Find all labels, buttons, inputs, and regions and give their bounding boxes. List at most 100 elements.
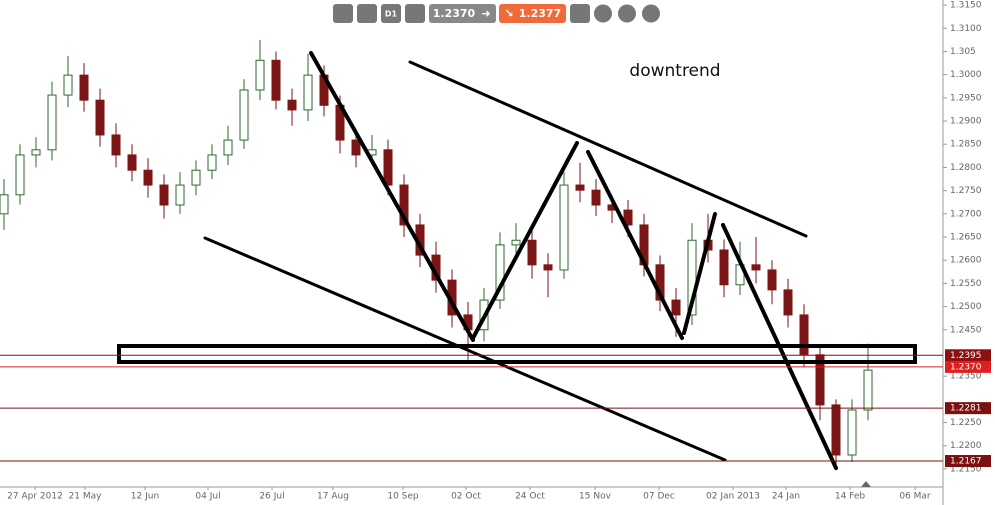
x-tick-label: 04 Jul (195, 492, 220, 502)
x-tick-label: 12 Jun (131, 492, 159, 502)
candle-body (351, 139, 361, 156)
x-tick-label: 15 Nov (579, 492, 612, 502)
candle-body (863, 369, 873, 411)
candle-body (15, 154, 25, 196)
chart-type-button[interactable] (405, 4, 425, 23)
candle-body (527, 239, 537, 266)
candle-body (111, 134, 121, 156)
price-tag-label: 1.2370 (950, 362, 982, 372)
y-tick-label: 1.3000 (950, 70, 982, 80)
y-tick-label: 1.2350 (950, 372, 982, 382)
y-tick-label: 1.2550 (950, 279, 982, 289)
candle-body (399, 184, 409, 226)
toolbar: D1 1.2370 ➜ ↘ 1.2377 (333, 4, 660, 23)
candle-body (799, 314, 809, 356)
y-tick-label: 1.2750 (950, 186, 982, 196)
candle-body (543, 264, 553, 271)
candle-body (287, 99, 297, 111)
scroll-marker (861, 481, 871, 487)
y-tick-label: 1.2900 (950, 117, 982, 127)
y-tick-label: 1.3150 (950, 1, 982, 11)
trend-line (586, 150, 684, 340)
candle-body (79, 74, 89, 101)
candle-body (847, 409, 857, 456)
candle-body (223, 139, 233, 156)
candle-body (47, 94, 57, 151)
x-tick-label: 14 Feb (835, 492, 866, 502)
candle-body (0, 194, 9, 215)
settings-button[interactable] (357, 4, 377, 23)
price-tag (945, 455, 991, 468)
candle-body (559, 184, 569, 271)
x-tick-label: 24 Jan (772, 492, 800, 502)
x-tick-label: 07 Dec (643, 492, 675, 502)
x-tick-label: 02 Oct (451, 492, 481, 502)
candle-body (31, 149, 41, 156)
candle-body (127, 154, 137, 171)
support-zone (117, 344, 917, 364)
y-tick-label: 1.2850 (950, 140, 982, 150)
y-tick-label: 1.2500 (950, 302, 982, 312)
price-tag (945, 360, 991, 373)
x-tick-label: 21 May (69, 492, 103, 502)
x-tick-label: 24 Oct (515, 492, 545, 502)
candle-body (783, 289, 793, 316)
trend-line (471, 141, 579, 340)
sell-button[interactable] (429, 4, 496, 23)
x-tick-label: 17 Aug (317, 492, 349, 502)
price-tag-label: 1.2167 (950, 457, 982, 467)
timeframe-button[interactable] (381, 4, 401, 23)
y-tick-label: 1.2450 (950, 325, 982, 335)
y-tick-label: 1.2600 (950, 256, 982, 266)
zoom-button[interactable] (333, 4, 353, 23)
candle-body (687, 239, 697, 316)
candle-body (143, 169, 153, 186)
candle-body (175, 184, 185, 206)
x-tick-label: 02 Jan 2013 (706, 492, 760, 502)
trend-line (682, 212, 717, 335)
y-tick-label: 1.2700 (950, 209, 982, 219)
candle-body (495, 244, 505, 301)
candle-body (95, 99, 105, 136)
candle-body (383, 149, 393, 186)
share-button[interactable] (618, 4, 636, 23)
price-tag-label: 1.2281 (950, 404, 982, 414)
drawings (117, 51, 917, 470)
trend-line (309, 51, 475, 342)
x-tick-label: 06 Mar (899, 492, 931, 502)
price-tag (945, 402, 991, 415)
facebook-button[interactable] (594, 4, 612, 23)
calc-button[interactable] (570, 4, 590, 23)
bid-price: 1.2370 (433, 7, 476, 20)
candle-body (207, 154, 217, 171)
y-tick-label: 1.2650 (950, 233, 982, 243)
candle-body (271, 59, 281, 101)
annotation: downtrend (629, 61, 720, 81)
buy-button[interactable] (499, 4, 566, 23)
candle-body (751, 264, 761, 271)
y-tick-label: 1.3100 (950, 24, 982, 34)
x-tick-label: 27 Apr 2012 (7, 492, 63, 502)
trend-line (203, 236, 727, 462)
x-tick-label: 26 Jul (259, 492, 284, 502)
timeframe: D1 (385, 10, 398, 19)
candle-body (63, 74, 73, 96)
candle-body (159, 184, 169, 206)
info-button[interactable] (642, 4, 660, 23)
candle-body (623, 209, 633, 226)
candle-body (719, 249, 729, 286)
candle-body (767, 269, 777, 291)
candle-body (303, 74, 313, 111)
candle-body (831, 404, 841, 456)
y-tick-label: 1.2150 (950, 464, 982, 474)
candle-body (511, 239, 521, 246)
y-tick-label: 1.2250 (950, 418, 982, 428)
price-tag (945, 349, 991, 362)
candle-body (239, 89, 249, 141)
candle-body (591, 189, 601, 206)
ask-price: 1.2377 (519, 7, 561, 20)
buy-arrow: ↘ (504, 7, 513, 20)
y-tick-label: 1.2200 (950, 441, 982, 451)
